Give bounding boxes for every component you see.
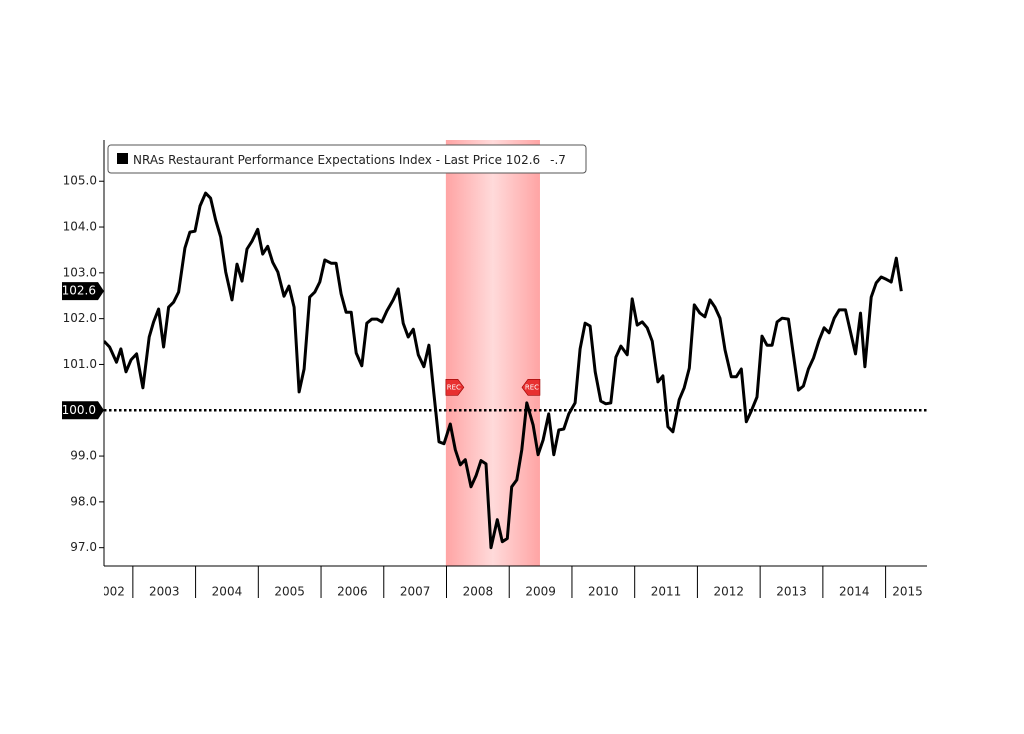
x-tick-label: 2007	[400, 585, 431, 599]
last-price-label: 102.6	[62, 284, 96, 298]
legend-box	[107, 144, 587, 174]
recession-flag	[521, 379, 541, 396]
series-name: NRAs Restaurant Performance Expectations…	[133, 153, 432, 167]
recession-layer	[445, 140, 540, 566]
last-price-box	[62, 282, 104, 301]
x-tick-label: 2003	[149, 585, 180, 599]
y-tick-label: 97.0	[70, 540, 97, 554]
y-tick-label: 102.0	[63, 311, 97, 325]
y-tick-box	[62, 401, 104, 420]
recession-band	[445, 140, 540, 566]
series-line	[104, 191, 903, 550]
recession-label: REC	[525, 383, 539, 391]
legend-suffix: - Last Price	[436, 153, 502, 167]
legend: NRAs Restaurant Performance Expectations…	[107, 144, 587, 174]
x-tick-label: 2012	[714, 585, 745, 599]
y-tick-label: 104.0	[63, 220, 97, 234]
x-tick-label: 2013	[776, 585, 807, 599]
x-tick-label: 2010	[588, 585, 619, 599]
x-tick-label: 2002	[94, 585, 125, 599]
recession-flag	[445, 379, 465, 396]
recession-label: REC	[447, 383, 461, 391]
last-value: 102.6	[506, 153, 540, 167]
x-tick-label: 2004	[212, 585, 243, 599]
x-tick-label: 2011	[651, 585, 682, 599]
y-tick-label: 100.0	[62, 403, 96, 417]
y-tick-label: 101.0	[63, 357, 97, 371]
y-tick-label: 105.0	[63, 174, 97, 188]
x-tick-label: 2015	[892, 585, 923, 599]
x-tick-label: 2008	[463, 585, 494, 599]
x-tick-label: 2014	[839, 585, 870, 599]
y-tick-label: 99.0	[70, 449, 97, 463]
change: -.7	[550, 153, 566, 167]
x-tick-label: 2009	[525, 585, 556, 599]
x-tick-labels: 2002 2003 2004 2005 2006 2007 2008 2009 2010 2011…	[94, 585, 923, 599]
legend-swatch	[117, 153, 128, 164]
legend-label: NRAs Restaurant Performance Expectations…	[133, 153, 566, 167]
x-tick-label: 2005	[274, 585, 305, 599]
y-tick-label: 103.0	[63, 265, 97, 279]
plot: REC REC 97.0 98.0 99.0 100.0 101.0 102.0 103.0 10…	[62, 174, 927, 599]
y-tick-label: 98.0	[70, 494, 97, 508]
x-tick-label: 2006	[337, 585, 368, 599]
